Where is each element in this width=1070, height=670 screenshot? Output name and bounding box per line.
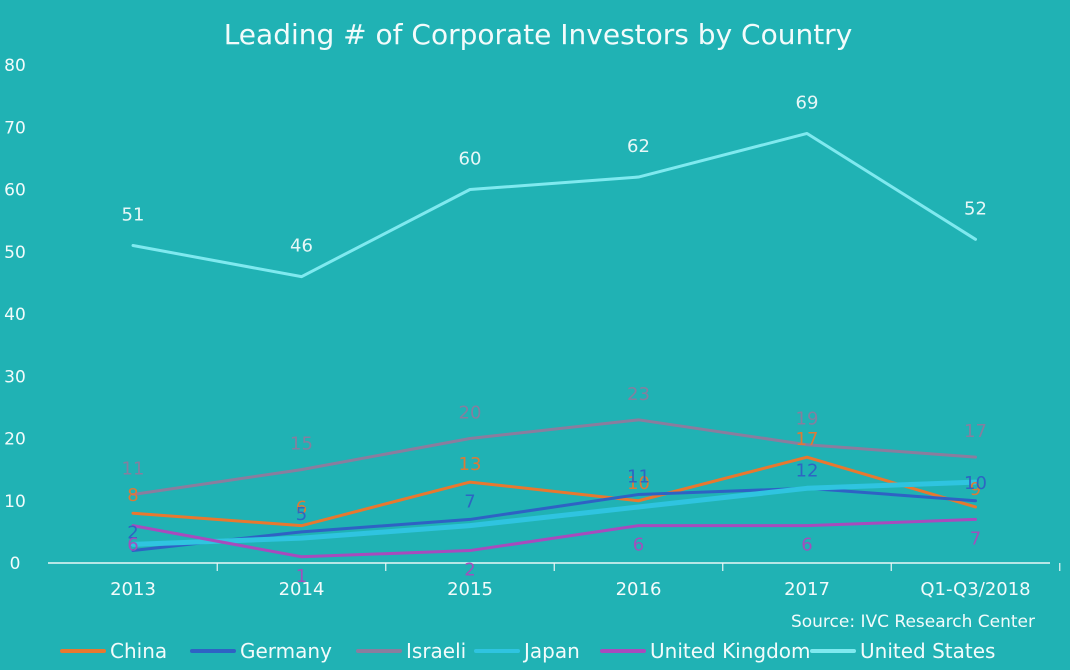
data-label: 7 [970,528,981,549]
data-label: 6 [127,535,138,556]
data-label: 2 [464,560,475,581]
series-line [131,517,977,559]
data-label: 62 [627,136,650,157]
series-line [131,418,977,497]
y-axis: 0 10 20 30 40 50 60 70 80 [4,56,26,574]
x-tick-label: 2017 [784,579,830,600]
y-tick-label: 50 [4,243,26,263]
y-tick-label: 40 [4,305,26,325]
y-tick-label: 0 [10,554,21,574]
y-tick-label: 60 [4,181,26,201]
x-tick-label: 2015 [447,579,493,600]
data-label: 15 [290,434,313,455]
data-label: 46 [290,236,313,257]
legend-label: Germany [240,639,332,663]
data-label: 11 [122,459,145,480]
data-label: 20 [459,403,482,424]
data-label: 5 [296,504,307,525]
series-line [131,486,977,553]
data-label: 60 [459,149,482,170]
data-label: 9 [970,479,981,500]
y-tick-label: 80 [4,56,26,76]
legend-label: Japan [522,639,580,663]
data-label: 69 [796,92,819,113]
data-label: 6 [296,498,307,519]
data-label: 7 [464,491,475,512]
data-label: 2 [127,523,138,544]
legend: China Germany Israeli Japan United Kingdom Un… [60,639,995,663]
y-tick-label: 70 [4,118,26,138]
data-label: 51 [122,205,145,226]
data-label: 19 [796,409,819,430]
chart-title: Leading # of Corporate Investors by Coun… [224,18,853,51]
legend-label: Israeli [406,639,466,663]
data-label: 1 [296,566,307,587]
x-tick-label: 2014 [279,579,325,600]
source-note: Source: IVC Research Center [791,612,1035,632]
data-label: 6 [801,535,812,556]
legend-label: China [110,639,167,663]
data-label: 8 [127,485,138,506]
data-label: 52 [964,198,987,219]
legend-label: United Kingdom [650,639,811,663]
series-line [130,479,978,547]
data-label: 17 [796,429,819,450]
y-tick-label: 10 [4,492,26,512]
legend-label: United States [860,639,995,663]
y-tick-label: 30 [4,367,26,387]
data-label: 10 [964,473,987,494]
series-line [131,455,977,528]
series-line [131,131,977,279]
x-tick-label: 2016 [616,579,662,600]
series-layer [130,131,978,559]
x-tick-label: 2013 [110,579,156,600]
data-label: 6 [633,535,644,556]
data-label: 10 [627,473,650,494]
data-label: 17 [964,421,987,442]
data-label: 12 [796,460,819,481]
x-axis: 2013 2014 2015 2016 2017 Q1-Q3/2018 [48,562,1061,600]
data-label: 23 [627,384,650,405]
data-label: 13 [459,454,482,475]
data-label: 11 [627,467,650,488]
x-tick-label: Q1-Q3/2018 [920,579,1030,600]
y-tick-label: 20 [4,430,26,450]
